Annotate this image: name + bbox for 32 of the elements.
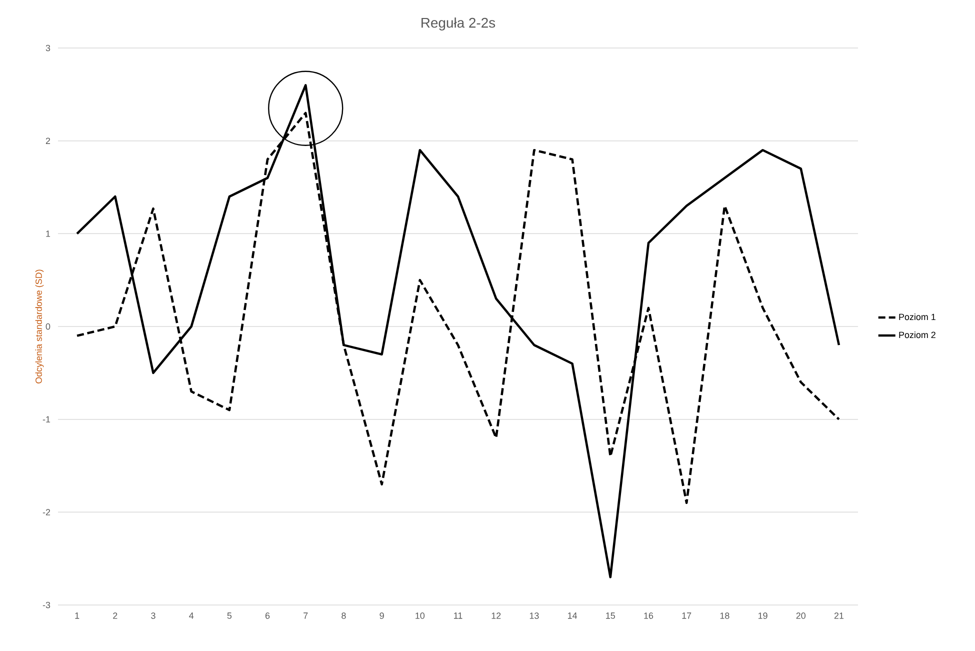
x-tick-label: 10 — [416, 612, 425, 619]
x-tick-label: 12 — [492, 612, 501, 619]
y-tick-label: 0 — [46, 323, 50, 330]
y-tick-label: -1 — [42, 416, 50, 422]
chart-title: Reguła 2-2s — [422, 17, 496, 30]
y-tick-label: -2 — [42, 509, 50, 516]
x-tick-label: 15 — [606, 612, 615, 619]
x-tick-label: 7 — [304, 612, 308, 619]
x-tick-label: 21 — [834, 612, 844, 619]
x-tick-label: 3 — [151, 612, 156, 619]
x-tick-label: 18 — [720, 612, 730, 619]
x-tick-label: 11 — [454, 612, 462, 619]
x-tick-label: 19 — [758, 612, 768, 619]
y-axis-title: Odcylenia standardowe (SD) — [35, 270, 44, 384]
x-tick-label: 17 — [682, 612, 692, 619]
x-tick-label: 2 — [113, 612, 118, 619]
x-tick-label: 20 — [796, 612, 806, 619]
x-tick-label: 13 — [530, 612, 539, 619]
y-tick-label: 3 — [46, 44, 50, 52]
y-tick-label: 2 — [46, 138, 50, 144]
legend-label: Poziom 1 — [899, 314, 936, 320]
x-tick-label: 8 — [342, 612, 346, 619]
x-tick-label: 4 — [189, 612, 194, 619]
x-tick-label: 16 — [644, 612, 654, 619]
x-tick-label: 9 — [380, 612, 384, 619]
x-tick-label: 6 — [265, 612, 270, 619]
x-tick-label: 5 — [227, 612, 232, 619]
x-tick-label: 1 — [75, 612, 80, 619]
x-tick-label: 14 — [568, 612, 578, 619]
y-tick-label: -3 — [42, 602, 50, 608]
y-tick-label: 1 — [46, 230, 50, 237]
legend-label: Poziom 2 — [899, 331, 936, 338]
